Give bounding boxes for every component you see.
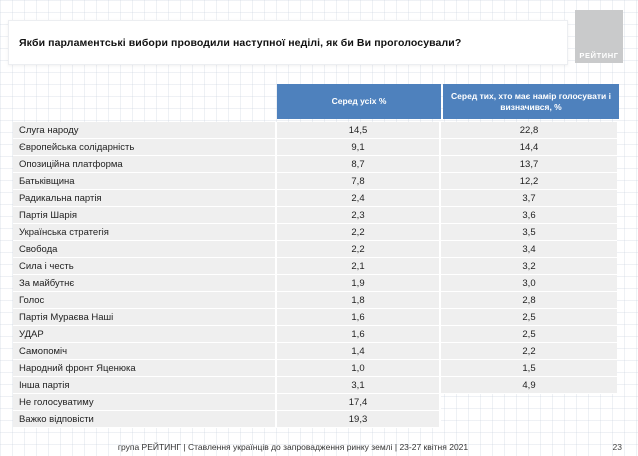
- among-all-cell: 7,8: [277, 173, 441, 190]
- table-row: Не голосуватиму 17,4: [13, 394, 619, 411]
- among-all-cell: 1,4: [277, 343, 441, 360]
- table-row: Важко відповісти 19,3: [13, 411, 619, 428]
- among-decided-cell: 3,5: [441, 224, 617, 241]
- table-row: Інша партія 3,1 4,9: [13, 377, 619, 394]
- page-title: Якби парламентські вибори проводили наст…: [19, 36, 462, 49]
- among-decided-cell: 1,5: [441, 360, 617, 377]
- party-name-cell: Народний фронт Яценюка: [13, 360, 277, 377]
- among-all-cell: 1,6: [277, 326, 441, 343]
- among-all-cell: 1,0: [277, 360, 441, 377]
- table-row: Свобода 2,2 3,4: [13, 241, 619, 258]
- party-name-cell: Українська стратегія: [13, 224, 277, 241]
- party-name-cell: Голос: [13, 292, 277, 309]
- title-card: Якби парламентські вибори проводили наст…: [8, 20, 568, 65]
- party-name-cell: Важко відповісти: [13, 411, 277, 428]
- party-name-cell: Інша партія: [13, 377, 277, 394]
- among-all-cell: 9,1: [277, 139, 441, 156]
- party-name-cell: Радикальна партія: [13, 190, 277, 207]
- table-row: Слуга народу 14,5 22,8: [13, 122, 619, 139]
- among-decided-cell: 3,7: [441, 190, 617, 207]
- party-name-cell: Слуга народу: [13, 122, 277, 139]
- column-header-among-all: Серед усіх %: [277, 84, 441, 119]
- party-name-cell: Опозиційна платформа: [13, 156, 277, 173]
- party-name-cell: Європейська солідарність: [13, 139, 277, 156]
- table-row: Українська стратегія 2,2 3,5: [13, 224, 619, 241]
- among-decided-cell: 3,6: [441, 207, 617, 224]
- party-name-cell: УДАР: [13, 326, 277, 343]
- among-all-cell: 19,3: [277, 411, 441, 428]
- rating-logo-label: РЕЙТИНГ: [579, 51, 619, 60]
- among-decided-cell: 13,7: [441, 156, 617, 173]
- table-rows: Слуга народу 14,5 22,8 Європейська солідарн…: [13, 122, 619, 428]
- among-decided-cell: 14,4: [441, 139, 617, 156]
- table-header: Серед усіх % Серед тих, хто має намір го…: [13, 84, 619, 119]
- among-decided-cell: 3,2: [441, 258, 617, 275]
- results-table: Серед усіх % Серед тих, хто має намір го…: [13, 84, 619, 428]
- table-row: За майбутнє 1,9 3,0: [13, 275, 619, 292]
- table-row: Самопоміч 1,4 2,2: [13, 343, 619, 360]
- among-all-cell: 14,5: [277, 122, 441, 139]
- table-row: УДАР 1,6 2,5: [13, 326, 619, 343]
- among-all-cell: 2,2: [277, 241, 441, 258]
- among-all-cell: 1,6: [277, 309, 441, 326]
- among-decided-cell: 2,8: [441, 292, 617, 309]
- party-name-cell: Партія Шарія: [13, 207, 277, 224]
- table-row: Опозиційна платформа 8,7 13,7: [13, 156, 619, 173]
- table-row: Батьківщина 7,8 12,2: [13, 173, 619, 190]
- among-all-cell: 2,2: [277, 224, 441, 241]
- among-decided-cell: 3,0: [441, 275, 617, 292]
- among-all-cell: 1,8: [277, 292, 441, 309]
- table-row: Сила і честь 2,1 3,2: [13, 258, 619, 275]
- party-name-cell: Партія Мураєва Наші: [13, 309, 277, 326]
- footer-source: група РЕЙТИНГ | Ставлення українців до з…: [117, 442, 469, 452]
- among-decided-cell: 2,2: [441, 343, 617, 360]
- table-row: Партія Мураєва Наші 1,6 2,5: [13, 309, 619, 326]
- among-all-cell: 17,4: [277, 394, 441, 411]
- among-all-cell: 2,3: [277, 207, 441, 224]
- rating-logo: РЕЙТИНГ: [575, 10, 623, 63]
- table-row: Голос 1,8 2,8: [13, 292, 619, 309]
- among-decided-cell: 22,8: [441, 122, 617, 139]
- among-all-cell: 2,1: [277, 258, 441, 275]
- table-row: Радикальна партія 2,4 3,7: [13, 190, 619, 207]
- among-all-cell: 8,7: [277, 156, 441, 173]
- among-decided-cell: 2,5: [441, 309, 617, 326]
- party-name-cell: Свобода: [13, 241, 277, 258]
- among-decided-cell: 2,5: [441, 326, 617, 343]
- table-row: Європейська солідарність 9,1 14,4: [13, 139, 619, 156]
- among-decided-cell: [441, 394, 617, 411]
- party-name-cell: Батьківщина: [13, 173, 277, 190]
- among-all-cell: 1,9: [277, 275, 441, 292]
- among-all-cell: 2,4: [277, 190, 441, 207]
- among-decided-cell: 3,4: [441, 241, 617, 258]
- among-decided-cell: [441, 411, 617, 428]
- party-name-cell: Самопоміч: [13, 343, 277, 360]
- page-number: 23: [612, 442, 622, 452]
- table-row: Партія Шарія 2,3 3,6: [13, 207, 619, 224]
- party-name-cell: Не голосуватиму: [13, 394, 277, 411]
- table-row: Народний фронт Яценюка 1,0 1,5: [13, 360, 619, 377]
- among-decided-cell: 12,2: [441, 173, 617, 190]
- party-name-cell: За майбутнє: [13, 275, 277, 292]
- column-header-among-decided: Серед тих, хто має намір голосувати і ви…: [443, 84, 619, 119]
- among-decided-cell: 4,9: [441, 377, 617, 394]
- header-spacer: [13, 84, 277, 119]
- among-all-cell: 3,1: [277, 377, 441, 394]
- party-name-cell: Сила і честь: [13, 258, 277, 275]
